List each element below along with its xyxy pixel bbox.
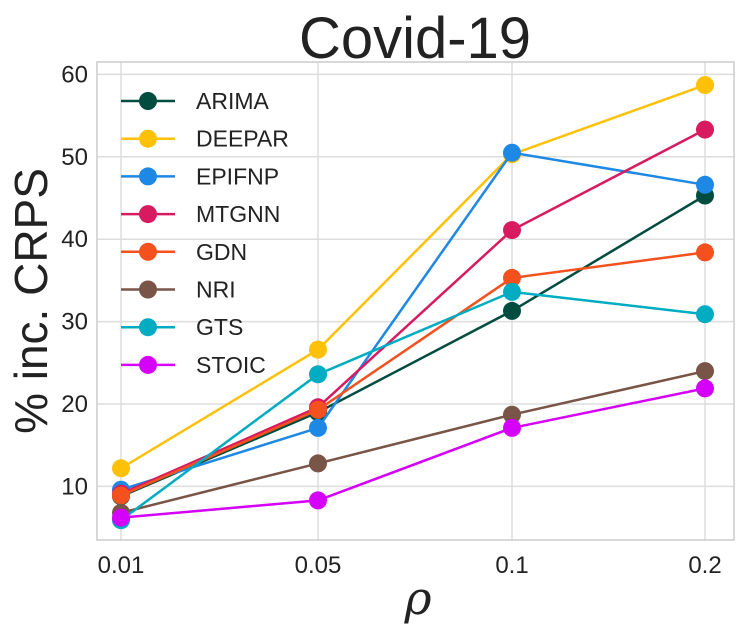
legend-marker bbox=[139, 318, 157, 337]
series-layer bbox=[112, 76, 714, 530]
x-tick-label: 0.2 bbox=[688, 552, 721, 579]
data-point-gts bbox=[309, 365, 327, 384]
data-point-gdn bbox=[112, 486, 130, 505]
axis-ticks: 0.01 0.05 0.1 0.2 10 20 30 40 50 60 bbox=[61, 61, 721, 579]
x-tick-label: 0.1 bbox=[495, 552, 528, 579]
legend-item-gts: GTS bbox=[121, 314, 243, 340]
series-line-deepar bbox=[120, 83, 706, 470]
x-axis-label: ρ bbox=[403, 571, 431, 625]
data-point-nri bbox=[696, 362, 714, 381]
legend-item-nri: NRI bbox=[121, 277, 236, 303]
y-tick-label: 50 bbox=[61, 144, 88, 171]
series-line-gdn bbox=[120, 251, 706, 497]
legend-marker bbox=[139, 92, 157, 110]
data-point-gdn bbox=[696, 243, 714, 262]
data-point-nri bbox=[503, 405, 521, 424]
legend-item-arima: ARIMA bbox=[121, 88, 270, 114]
legend-label: STOIC bbox=[196, 352, 266, 378]
legend-marker bbox=[139, 167, 157, 186]
data-point-arima bbox=[503, 301, 521, 320]
data-point-gts bbox=[696, 305, 714, 324]
grid bbox=[97, 62, 734, 540]
legend-label: EPIFNP bbox=[196, 163, 279, 189]
data-point-epifnp bbox=[503, 143, 521, 162]
data-point-stoic bbox=[112, 508, 130, 527]
legend-marker bbox=[139, 205, 157, 224]
series-line-epifnp bbox=[120, 151, 706, 491]
y-tick-label: 30 bbox=[61, 309, 88, 336]
series-gdn bbox=[112, 243, 714, 505]
data-point-epifnp bbox=[309, 418, 327, 437]
data-point-gdn bbox=[503, 268, 521, 287]
data-point-mtgnn bbox=[503, 221, 521, 240]
data-point-stoic bbox=[503, 418, 521, 437]
legend: ARIMA DEEPAR EPIFNP MTGNN GDN NRI GTS STOIC bbox=[121, 88, 289, 378]
legend-label: DEEPAR bbox=[196, 126, 289, 152]
data-point-epifnp bbox=[696, 175, 714, 194]
series-nri bbox=[112, 362, 714, 522]
y-tick-label: 60 bbox=[61, 61, 88, 88]
series-line-gts bbox=[120, 290, 706, 522]
y-tick-label: 10 bbox=[61, 473, 88, 500]
legend-marker bbox=[139, 280, 157, 299]
data-point-mtgnn bbox=[696, 120, 714, 139]
legend-marker bbox=[139, 129, 157, 148]
data-point-deepar bbox=[112, 459, 130, 478]
y-tick-label: 20 bbox=[61, 391, 88, 418]
plot-frame bbox=[96, 61, 735, 541]
data-point-deepar bbox=[309, 340, 327, 359]
legend-label: GDN bbox=[196, 239, 247, 265]
data-point-stoic bbox=[309, 491, 327, 510]
y-axis-label: % inc. CRPS bbox=[5, 168, 57, 434]
legend-item-epifnp: EPIFNP bbox=[121, 163, 279, 189]
legend-marker bbox=[139, 242, 157, 261]
x-tick-label: 0.01 bbox=[98, 552, 145, 579]
legend-marker bbox=[139, 355, 157, 374]
legend-item-deepar: DEEPAR bbox=[121, 126, 289, 152]
data-point-deepar bbox=[696, 76, 714, 95]
legend-label: NRI bbox=[196, 277, 236, 303]
series-line-arima bbox=[120, 194, 706, 498]
data-point-gdn bbox=[309, 400, 327, 419]
chart-title: Covid-19 bbox=[299, 6, 531, 71]
series-line-nri bbox=[120, 369, 706, 515]
data-point-nri bbox=[309, 454, 327, 473]
data-point-gts bbox=[503, 282, 521, 301]
series-line-mtgnn bbox=[120, 128, 706, 495]
series-line-stoic bbox=[120, 387, 706, 519]
legend-item-stoic: STOIC bbox=[121, 352, 266, 378]
legend-label: GTS bbox=[196, 314, 243, 340]
series-stoic bbox=[112, 379, 714, 527]
legend-item-gdn: GDN bbox=[121, 239, 247, 265]
data-point-stoic bbox=[696, 379, 714, 398]
x-tick-label: 0.05 bbox=[295, 552, 342, 579]
legend-label: MTGNN bbox=[196, 201, 280, 227]
y-tick-label: 40 bbox=[61, 226, 88, 253]
legend-label: ARIMA bbox=[196, 88, 270, 114]
legend-item-mtgnn: MTGNN bbox=[121, 201, 280, 227]
